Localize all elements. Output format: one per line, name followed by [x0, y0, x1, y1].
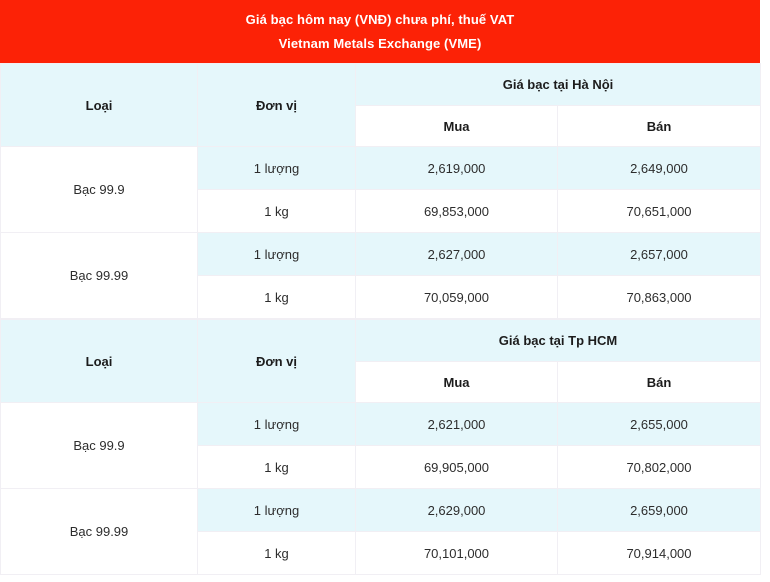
table-row: Bạc 99.99 1 lượng 2,629,000 2,659,000	[0, 488, 761, 575]
sell-price-cell: 70,863,000	[556, 275, 762, 319]
price-table-hcm: Loại Đơn vị Giá bạc tại Tp HCM Mua Bán B…	[0, 319, 761, 575]
buy-price-cell: 70,101,000	[355, 531, 558, 575]
type-cell: Bạc 99.99	[0, 232, 198, 319]
col-header-unit: Đơn vị	[197, 63, 356, 147]
buy-price-cell: 69,905,000	[355, 445, 558, 489]
table-row: Bạc 99.9 1 lượng 2,619,000 2,649,000	[0, 146, 762, 233]
table-row: Bạc 99.9 1 lượng 2,621,000 2,655,000	[0, 402, 761, 489]
group-header-hanoi: Giá bạc tại Hà Nội	[354, 63, 762, 106]
buy-header: Mua	[355, 105, 558, 147]
sell-header: Bán	[556, 105, 762, 147]
table-row: 1 kg 70,059,000 70,863,000	[1, 275, 762, 319]
unit-cell: 1 lượng	[197, 402, 356, 446]
unit-cell: 1 kg	[197, 275, 356, 319]
buy-price-cell: 2,619,000	[355, 146, 558, 190]
page-title-banner: Giá bạc hôm nay (VNĐ) chưa phí, thuế VAT…	[0, 0, 760, 63]
sell-price-cell: 2,655,000	[557, 402, 761, 446]
buy-price-cell: 2,629,000	[355, 488, 558, 532]
sell-header: Bán	[557, 361, 761, 403]
type-cell: Bạc 99.9	[0, 402, 198, 489]
price-table-widget: Giá bạc hôm nay (VNĐ) chưa phí, thuế VAT…	[0, 0, 762, 575]
sell-price-cell: 70,802,000	[557, 445, 761, 489]
price-table-hanoi: Loại Đơn vị Giá bạc tại Hà Nội Mua Bán B…	[0, 63, 762, 319]
sell-price-cell: 2,657,000	[556, 232, 762, 276]
buy-price-cell: 70,059,000	[355, 275, 558, 319]
unit-cell: 1 kg	[197, 531, 356, 575]
col-header-unit: Đơn vị	[197, 319, 356, 403]
exchange-subtitle: Vietnam Metals Exchange (VME)	[278, 35, 482, 51]
sell-price-cell: 2,659,000	[557, 488, 761, 532]
page-title: Giá bạc hôm nay (VNĐ) chưa phí, thuế VAT	[245, 11, 515, 27]
unit-cell: 1 kg	[197, 445, 356, 489]
unit-cell: 1 lượng	[197, 232, 356, 276]
type-cell: Bạc 99.9	[0, 146, 198, 233]
col-header-type: Loại	[0, 63, 198, 147]
buy-price-cell: 69,853,000	[355, 189, 558, 233]
group-header-hcm: Giá bạc tại Tp HCM	[355, 319, 761, 362]
unit-cell: 1 lượng	[197, 488, 356, 532]
buy-price-cell: 2,621,000	[355, 402, 558, 446]
table-row: 1 kg 69,905,000 70,802,000	[1, 445, 761, 489]
col-header-type: Loại	[0, 319, 198, 403]
type-cell: Bạc 99.99	[0, 488, 198, 575]
unit-cell: 1 lượng	[197, 146, 356, 190]
unit-cell: 1 kg	[197, 189, 356, 233]
table-row: 1 kg 70,101,000 70,914,000	[1, 531, 761, 575]
table-row: Bạc 99.99 1 lượng 2,627,000 2,657,000	[0, 232, 762, 319]
sell-price-cell: 2,649,000	[556, 146, 762, 190]
table-row: 1 kg 69,853,000 70,651,000	[1, 189, 762, 233]
sell-price-cell: 70,914,000	[557, 531, 761, 575]
sell-price-cell: 70,651,000	[556, 189, 762, 233]
buy-price-cell: 2,627,000	[355, 232, 558, 276]
buy-header: Mua	[355, 361, 558, 403]
